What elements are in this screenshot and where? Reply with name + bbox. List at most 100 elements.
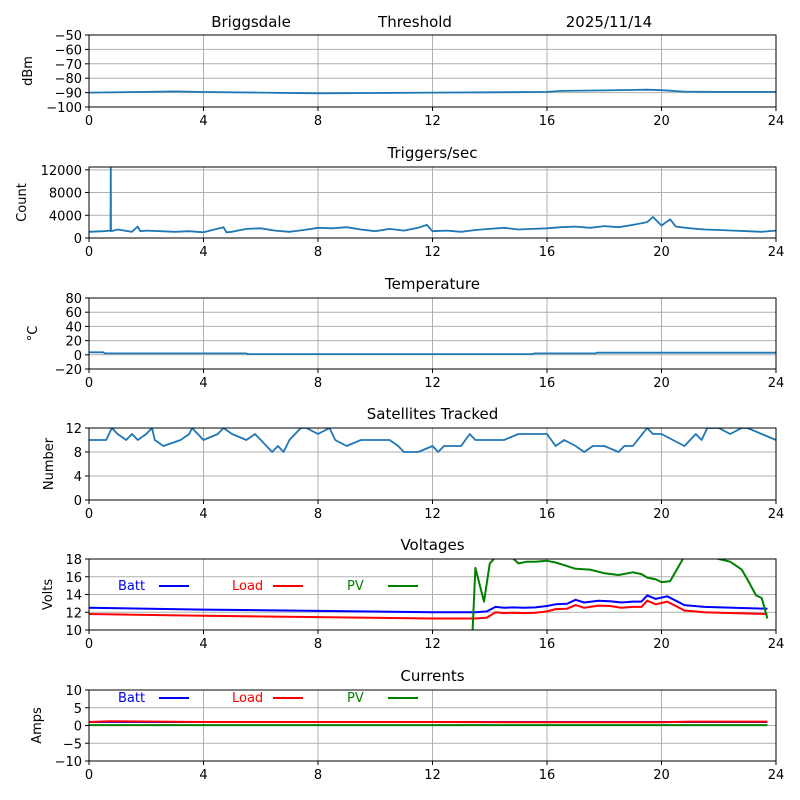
y-tick-label: −10 xyxy=(55,755,82,770)
x-tick-label: 20 xyxy=(653,376,670,391)
x-tick-label: 12 xyxy=(424,245,441,260)
legend-label-pv: PV xyxy=(347,579,364,594)
x-tick-label: 8 xyxy=(314,768,322,783)
legend-label-load: Load xyxy=(232,691,263,706)
x-tick-label: 16 xyxy=(539,507,556,522)
x-tick-label: 0 xyxy=(85,376,93,391)
x-tick-label: 24 xyxy=(768,245,785,260)
legend-label-batt: Batt xyxy=(118,579,145,594)
y-tick-label: 40 xyxy=(65,320,82,335)
y-tick-label: 0 xyxy=(74,349,82,364)
x-tick-label: 20 xyxy=(653,114,670,129)
x-tick-label: 12 xyxy=(424,507,441,522)
y-axis-label: dBm xyxy=(21,56,36,86)
legend-label-pv: PV xyxy=(347,691,364,706)
y-tick-label: 14 xyxy=(65,589,82,604)
subplot-title: Temperature xyxy=(384,275,480,293)
x-tick-label: 16 xyxy=(539,245,556,260)
series-group xyxy=(89,428,776,453)
series-line-pv xyxy=(471,559,769,630)
x-tick-label: 0 xyxy=(85,637,93,652)
legend-label-batt: Batt xyxy=(118,691,145,706)
series-line-load xyxy=(89,720,768,724)
subplot-title: Triggers/sec xyxy=(387,144,478,162)
y-tick-label: 5 xyxy=(74,702,82,717)
series-line-batt xyxy=(89,594,768,614)
series-line-sats xyxy=(89,428,776,453)
y-tick-label: 16 xyxy=(65,571,82,586)
y-tick-label: 4 xyxy=(74,470,82,485)
x-tick-label: 12 xyxy=(424,768,441,783)
y-tick-label: 60 xyxy=(65,306,82,321)
legend-label-load: Load xyxy=(232,579,263,594)
y-tick-label: −100 xyxy=(46,101,82,116)
subplot-title: Currents xyxy=(400,667,464,685)
header-label: Threshold xyxy=(377,13,452,31)
x-tick-label: 12 xyxy=(424,637,441,652)
x-tick-label: 24 xyxy=(768,637,785,652)
y-tick-label: −5 xyxy=(63,737,82,752)
y-axis-label: Volts xyxy=(41,579,56,611)
x-tick-label: 16 xyxy=(539,376,556,391)
y-tick-label: 12 xyxy=(65,422,82,437)
x-tick-label: 24 xyxy=(768,507,785,522)
x-tick-label: 4 xyxy=(199,376,207,391)
x-tick-label: 24 xyxy=(768,768,785,783)
header-date: 2025/11/14 xyxy=(566,13,652,31)
header-station: Briggsdale xyxy=(211,13,291,31)
y-axis-label: Number xyxy=(42,437,57,490)
x-tick-label: 12 xyxy=(424,114,441,129)
x-tick-label: 0 xyxy=(85,114,93,129)
series-line-dbm xyxy=(89,88,776,95)
x-tick-label: 0 xyxy=(85,507,93,522)
y-tick-label: −80 xyxy=(55,72,82,87)
y-tick-label: −70 xyxy=(55,58,82,73)
x-tick-label: 8 xyxy=(314,507,322,522)
series-group xyxy=(89,351,776,356)
x-tick-label: 0 xyxy=(85,768,93,783)
y-tick-label: 10 xyxy=(65,684,82,699)
x-tick-label: 4 xyxy=(199,507,207,522)
subplot-signal: 0 4 8 12 16 20 24 −100−90−80−70−60−50 dBm xyxy=(21,29,784,129)
x-tick-label: 20 xyxy=(653,637,670,652)
x-tick-label: 16 xyxy=(539,114,556,129)
series-group xyxy=(89,88,776,95)
x-tick-label: 24 xyxy=(768,114,785,129)
x-tick-label: 4 xyxy=(199,245,207,260)
y-tick-label: 10 xyxy=(65,624,82,639)
x-tick-label: 4 xyxy=(199,114,207,129)
y-axis-label: Count xyxy=(15,183,30,222)
y-tick-label: 12000 xyxy=(41,164,82,179)
series-line-temp xyxy=(89,351,776,356)
subplot-satellites: 0 4 8 12 16 20 24 0 4 8 12 Satellites Tracked Number xyxy=(42,405,784,522)
x-tick-label: 8 xyxy=(314,637,322,652)
y-tick-label: 0 xyxy=(74,494,82,509)
x-tick-label: 20 xyxy=(653,768,670,783)
series-line-count xyxy=(89,167,776,234)
x-tick-label: 24 xyxy=(768,376,785,391)
x-tick-label: 8 xyxy=(314,114,322,129)
y-axis-label: °C xyxy=(26,326,41,342)
x-tick-label: 20 xyxy=(653,507,670,522)
y-tick-label: 8 xyxy=(74,446,82,461)
x-tick-label: 12 xyxy=(424,376,441,391)
y-tick-label: 0 xyxy=(74,720,82,735)
subplot-voltages: 0 4 8 12 16 20 24 10 12 14 16 18 Voltages Volts Batt Lo… xyxy=(41,536,784,652)
x-tick-label: 8 xyxy=(314,376,322,391)
subplot-currents: 0 4 8 12 16 20 24 −10 −5 0 5 10 Currents Amps Batt Load… xyxy=(30,667,784,783)
x-tick-label: 4 xyxy=(199,768,207,783)
y-tick-label: 18 xyxy=(65,553,82,568)
y-tick-label: 12 xyxy=(65,606,82,621)
subplot-title: Satellites Tracked xyxy=(367,405,498,423)
y-tick-label: 4000 xyxy=(49,209,82,224)
y-tick-label: 20 xyxy=(65,335,82,350)
y-tick-label: 8000 xyxy=(49,187,82,202)
x-tick-label: 16 xyxy=(539,637,556,652)
series-group xyxy=(89,720,768,727)
series-line-load xyxy=(89,599,768,620)
y-tick-label: 0 xyxy=(74,232,82,247)
x-tick-label: 16 xyxy=(539,768,556,783)
y-tick-label: −20 xyxy=(55,363,82,378)
subplot-triggers: 0 4 8 12 16 20 24 0 4000 8000 12000 Triggers/sec Cou… xyxy=(15,144,784,260)
